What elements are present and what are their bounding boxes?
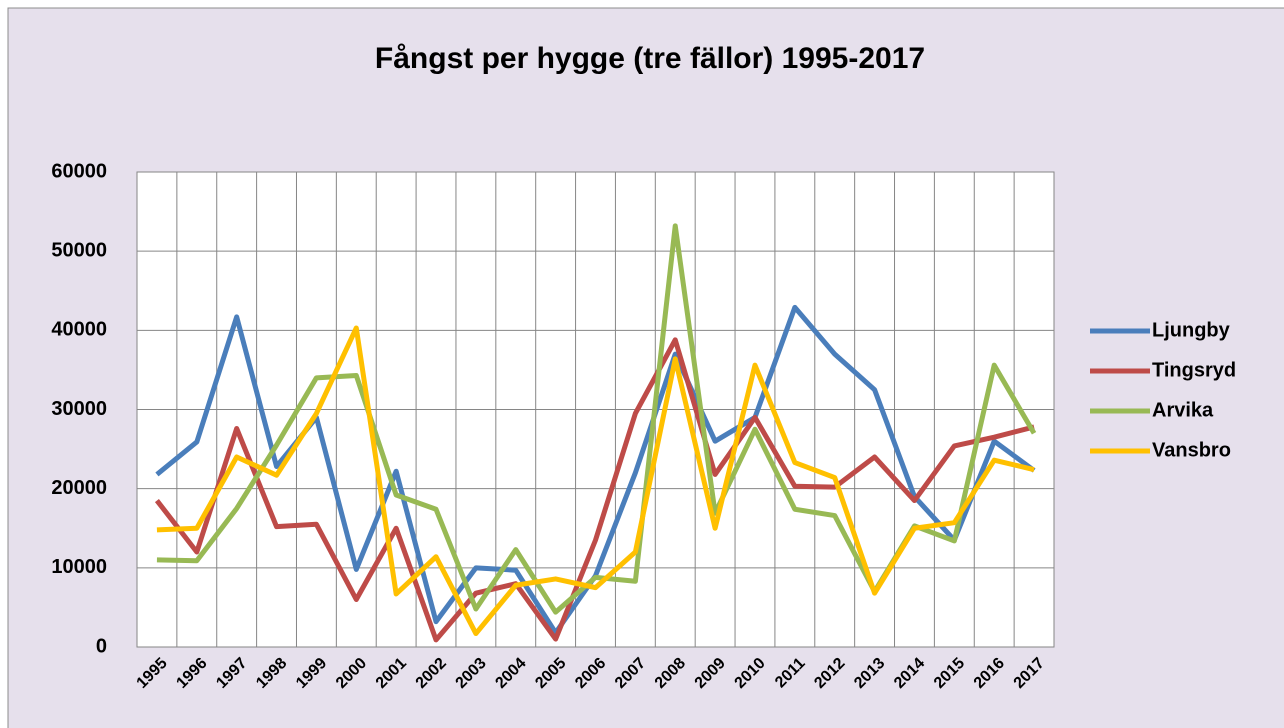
y-tick-label: 0 — [96, 635, 107, 657]
y-tick-label: 50000 — [51, 239, 107, 261]
y-tick-label: 40000 — [51, 319, 107, 341]
y-tick-label: 30000 — [51, 398, 107, 420]
chart-title: Fångst per hygge (tre fällor) 1995-2017 — [375, 42, 925, 75]
series-line — [154, 337, 1035, 643]
legend-label: Ljungby — [1152, 319, 1231, 341]
series-line — [156, 325, 1035, 637]
legend-label: Tingsryd — [1152, 359, 1236, 381]
legend-label: Vansbro — [1152, 439, 1231, 461]
y-tick-label: 60000 — [51, 160, 107, 182]
y-tick-label: 20000 — [51, 477, 107, 499]
legend-label: Arvika — [1152, 399, 1214, 421]
y-tick-label: 10000 — [51, 556, 107, 578]
